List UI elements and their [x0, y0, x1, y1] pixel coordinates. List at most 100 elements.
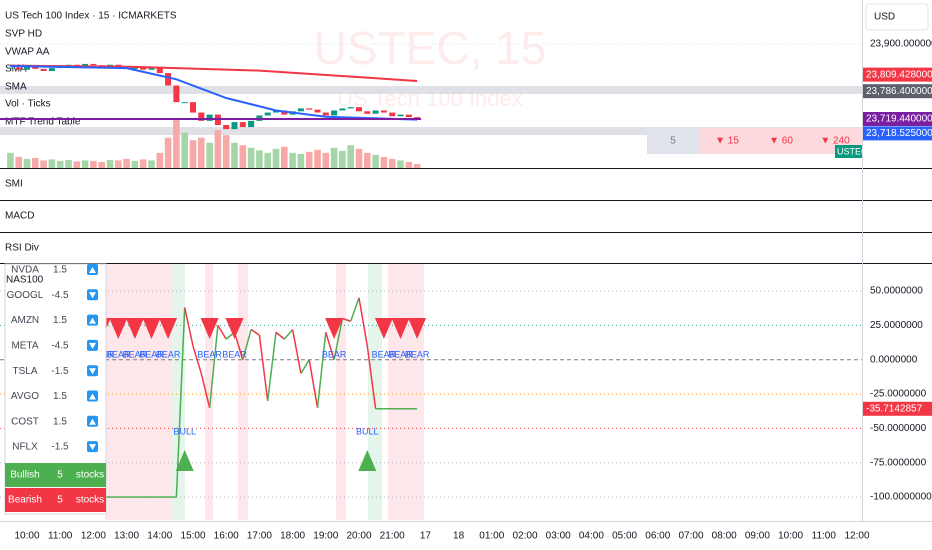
candle [15, 67, 22, 70]
oscillator-line [349, 297, 360, 322]
volume-bar [355, 148, 363, 168]
volume-bar [222, 135, 230, 168]
volume-bar [123, 158, 130, 168]
candle [405, 114, 412, 118]
candle [347, 107, 354, 109]
stock-score: -1.5 [51, 442, 69, 453]
volume-bar [314, 149, 321, 168]
volume-bar [264, 152, 271, 168]
x-tick-label: 17 [420, 531, 432, 542]
volume-bar [339, 150, 346, 168]
candle [48, 68, 55, 71]
volume-bar [131, 160, 139, 168]
stock-name: GOOGL [7, 290, 44, 301]
x-tick-label: 06:00 [645, 531, 670, 542]
volume-bar [388, 158, 396, 168]
oscillator-line [192, 345, 203, 374]
signal-label: BEAR [388, 349, 413, 359]
oscillator-line [366, 345, 377, 409]
oscillator-line [200, 373, 211, 408]
oscillator-line [300, 359, 310, 374]
candle [7, 67, 14, 69]
oscillator-line [342, 317, 351, 322]
oscillator-line [325, 332, 335, 360]
indicator[interactable]: VWAP AA [5, 47, 50, 58]
candle [190, 102, 196, 113]
stock-name: COST [11, 416, 39, 427]
signal-zones [105, 264, 424, 520]
trend-arrow [89, 368, 96, 375]
candle [281, 110, 288, 115]
candle [372, 110, 379, 114]
stock-score: -1.5 [51, 366, 69, 377]
candle [380, 110, 387, 113]
profile-band [0, 86, 862, 94]
y-tick-label: 25.0000000 [870, 320, 923, 331]
bear-signal [391, 318, 410, 339]
trend-arrow [89, 444, 96, 451]
moving-average [10, 65, 418, 121]
signal-label: BEAR [139, 349, 164, 359]
stock-name: META [11, 341, 38, 352]
volume-bar [56, 160, 64, 168]
y-tick-label: -100.0000000 [870, 492, 932, 503]
y-tick-label: 0.0000000 [870, 354, 918, 365]
bear-signal [325, 318, 344, 339]
signal-label: BEAR [106, 349, 131, 359]
volume-bar [156, 152, 164, 168]
signal-label: BEAR [123, 349, 148, 359]
volume-bar [139, 159, 147, 168]
candle [140, 66, 147, 70]
volume-bar [413, 163, 421, 168]
stock-name: AVGO [11, 391, 39, 402]
bear-signal [225, 318, 244, 339]
x-tick-label: 05:00 [612, 531, 637, 542]
volume-bar [23, 158, 31, 168]
mtf-cell: 5 [670, 136, 676, 147]
indicator[interactable]: Vol · Ticks [5, 99, 51, 110]
summary-cell: stocks [76, 470, 104, 481]
price-tag [863, 67, 932, 82]
summary-cell: 5 [57, 495, 63, 506]
currency-button[interactable] [865, 3, 929, 31]
bear-signal [159, 318, 178, 339]
y-tick-label: -75.0000000 [870, 457, 927, 468]
candle [306, 108, 313, 110]
mtf-cell: ▼ 15 [715, 136, 739, 147]
candle [356, 107, 362, 112]
x-tick-label: 10:00 [14, 531, 39, 542]
candle [198, 112, 205, 121]
indicator[interactable]: MTF Trend Table [5, 117, 81, 128]
currency[interactable]: USD [874, 12, 895, 23]
volume-bar [73, 161, 81, 168]
volume-bar [214, 130, 222, 168]
volume-bar [98, 161, 105, 168]
volume-bar [289, 152, 296, 168]
volume-bar [40, 160, 47, 168]
indicator[interactable]: SMA [5, 82, 27, 93]
oscillator-line [258, 334, 269, 402]
stock-name: AMZN [11, 315, 39, 326]
volume-bar [281, 146, 288, 168]
summary-row [5, 488, 106, 512]
oscillator-line [183, 307, 194, 347]
volume-bar [256, 150, 263, 168]
stock-score: 1.5 [53, 315, 67, 326]
oscillator-line [308, 359, 319, 408]
y-tick-label: -25.0000000 [870, 389, 927, 400]
stock-name: NVDA [11, 265, 39, 276]
x-tick-label: 21:00 [380, 531, 405, 542]
volume-bar [48, 159, 56, 168]
summary-cell: 5 [57, 470, 63, 481]
oscillator-line [275, 331, 285, 340]
candle [40, 68, 47, 71]
x-tick-label: 02:00 [512, 531, 537, 542]
price-tag [863, 112, 932, 127]
x-tick-label: 18:00 [280, 531, 305, 542]
value-tag [863, 401, 932, 416]
indicator[interactable]: SVP HD [5, 29, 42, 40]
signal-label: BULL [173, 426, 196, 436]
volume-bar [347, 145, 354, 168]
price-tag-label: 23,718.5250000 [866, 128, 932, 139]
candle [131, 66, 138, 69]
